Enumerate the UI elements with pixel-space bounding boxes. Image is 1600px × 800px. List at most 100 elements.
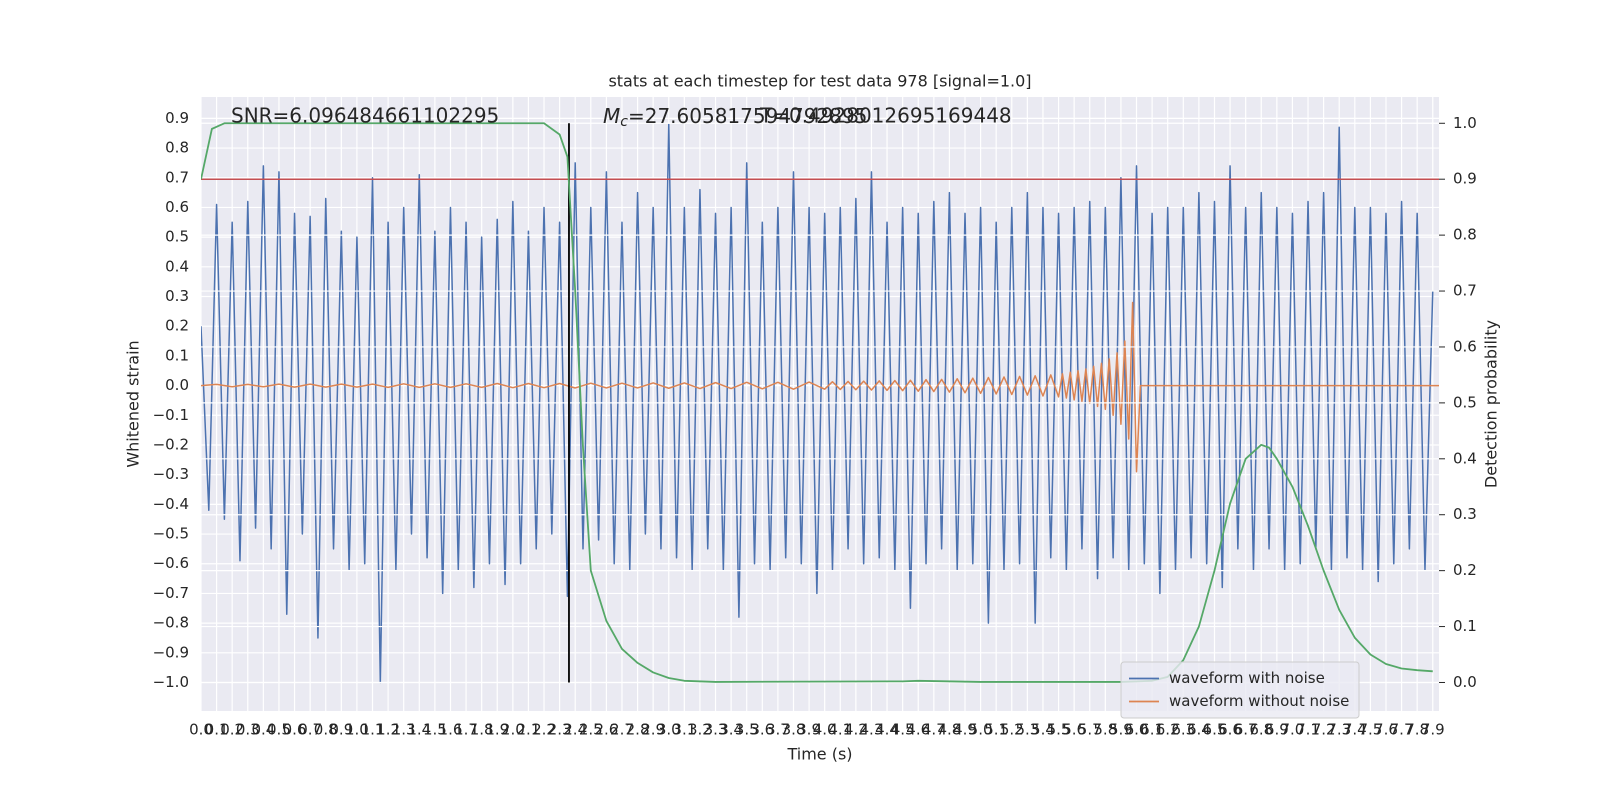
y-tick-label: −0.7	[153, 584, 189, 602]
y-tick-label: 0.2	[165, 317, 189, 335]
x-tick-label: 7.2	[1312, 721, 1336, 739]
x-tick-label: 3.8	[782, 721, 806, 739]
x-tick-label: 3.5	[735, 721, 759, 739]
annotation-subscript: c	[620, 114, 628, 130]
y2-tick-label: 0.1	[1453, 617, 1477, 635]
y-tick-label: −0.6	[153, 554, 189, 572]
chart-title: stats at each timestep for test data 978…	[608, 72, 1031, 91]
x-tick-label: 0.0	[189, 721, 213, 739]
x-tick-label: 1.3	[392, 721, 416, 739]
x-tick-label: 7.7	[1390, 721, 1414, 739]
x-tick-label: 1.2	[376, 721, 400, 739]
y-tick-label: −0.1	[153, 406, 189, 424]
x-tick-label: 3.0	[657, 721, 681, 739]
x-tick-label: 1.7	[454, 721, 478, 739]
x-tick-label: 5.6	[1062, 721, 1086, 739]
x-tick-label: 2.2	[532, 721, 556, 739]
x-tick-label: 6.2	[1156, 721, 1180, 739]
x-axis-label: Time (s)	[786, 745, 852, 764]
x-tick-label: 4.8	[937, 721, 961, 739]
x-tick-label: 0.4	[251, 721, 275, 739]
x-tick-label: 0.8	[314, 721, 338, 739]
x-tick-label: 2.7	[610, 721, 634, 739]
x-tick-label: 5.2	[1000, 721, 1024, 739]
x-tick-label: 7.1	[1296, 721, 1320, 739]
x-tick-label: 6.8	[1249, 721, 1273, 739]
y-tick-label: −0.3	[153, 465, 189, 483]
y-tick-label: −1.0	[153, 673, 189, 691]
x-tick-label: 7.5	[1358, 721, 1382, 739]
x-tick-label: 1.0	[345, 721, 369, 739]
x-tick-label: 7.8	[1405, 721, 1429, 739]
y-axis-label: Whitened strain	[124, 340, 143, 467]
y2-layer	[201, 122, 1439, 684]
plot-layer: −1.0 −0.9 −0.8 −0.7 −0.6 −0.5 −0.4 −0.3 −0.2 −0.1…	[153, 97, 1445, 739]
x-tick-label: 0.3	[236, 721, 260, 739]
x-tick-label: 6.9	[1265, 721, 1289, 739]
y-tick-label: 0.9	[165, 109, 189, 127]
y-tick-label: 0.0	[165, 376, 189, 394]
x-tick-label: 1.6	[439, 721, 463, 739]
x-tick-label: 2.8	[626, 721, 650, 739]
annotation-symbol: M	[603, 104, 620, 128]
x-tick-label: 0.7	[298, 721, 322, 739]
x-tick-label: 4.1	[828, 721, 852, 739]
x-tick-label: 5.9	[1109, 721, 1133, 739]
y-tick-label: 0.5	[165, 228, 189, 246]
y-tick-label: −0.8	[153, 614, 189, 632]
x-tick-label: 5.5	[1047, 721, 1071, 739]
y-tick-label: −0.4	[153, 495, 189, 513]
legend-label: waveform without noise	[1169, 692, 1349, 710]
annotation: SNR=6.096484661102295	[231, 104, 499, 128]
x-tick-label: 2.5	[579, 721, 603, 739]
x-tick-label: 5.0	[969, 721, 993, 739]
x-tick-label: 6.1	[1140, 721, 1164, 739]
x-tick-label: 0.9	[329, 721, 353, 739]
x-tick-label: 7.6	[1374, 721, 1398, 739]
x-tick-label: 3.1	[672, 721, 696, 739]
x-tick-label: 3.7	[766, 721, 790, 739]
x-tick-label: 2.6	[594, 721, 618, 739]
y2-axis-label: Detection probability	[1482, 320, 1501, 488]
x-tick-label: 4.3	[860, 721, 884, 739]
series-line	[201, 123, 1434, 684]
x-tick-label: 2.3	[548, 721, 572, 739]
x-tick-label: 7.0	[1281, 721, 1305, 739]
x-tick-label: 2.0	[501, 721, 525, 739]
annotation-text: =27.605817594792895	[628, 104, 867, 128]
x-tick-label: 5.7	[1078, 721, 1102, 739]
x-tick-label: 3.4	[719, 721, 743, 739]
legend-box	[1120, 661, 1360, 719]
y-tick-label: −0.9	[153, 643, 189, 661]
y2-tick-label: 0.8	[1453, 226, 1477, 244]
annotation: Mc=27.605817594792895	[603, 104, 867, 131]
y-tick-label: 0.7	[165, 168, 189, 186]
x-tick-label: 5.1	[984, 721, 1008, 739]
y-tick-label: −0.5	[153, 525, 189, 543]
x-tick-label: 4.9	[953, 721, 977, 739]
plot-background	[201, 97, 1439, 711]
x-tick-label: 3.9	[797, 721, 821, 739]
x-tick-label: 7.4	[1343, 721, 1367, 739]
x-tick-label: 3.2	[688, 721, 712, 739]
x-tick-label: 6.5	[1203, 721, 1227, 739]
x-tick-label: 1.9	[485, 721, 509, 739]
y-tick-label: 0.6	[165, 198, 189, 216]
y2-tick-label: 0.3	[1453, 505, 1477, 523]
x-tick-label: 4.2	[844, 721, 868, 739]
x-tick-label: 4.5	[891, 721, 915, 739]
y2-tick-label: 0.0	[1453, 673, 1477, 691]
x-tick-label: 4.0	[813, 721, 837, 739]
x-tick-label: 0.2	[220, 721, 244, 739]
y2-tick-label: 0.9	[1453, 170, 1477, 188]
x-tick-label: 6.3	[1171, 721, 1195, 739]
legend-label: waveform with noise	[1169, 669, 1325, 687]
overlay-layer: 0.0 0.1 0.2 0.3 0.4 0.5 0.6 0.7 0.8 0.9 1.0 wavefor…	[201, 114, 1477, 719]
x-tick-label: 0.1	[205, 721, 229, 739]
x-tick-label: 1.1	[361, 721, 385, 739]
y2-tick-label: 0.5	[1453, 393, 1477, 411]
x-tick-label: 4.7	[922, 721, 946, 739]
x-tick-label: 3.3	[704, 721, 728, 739]
x-tick-label: 2.1	[517, 721, 541, 739]
x-tick-label: 4.4	[875, 721, 899, 739]
